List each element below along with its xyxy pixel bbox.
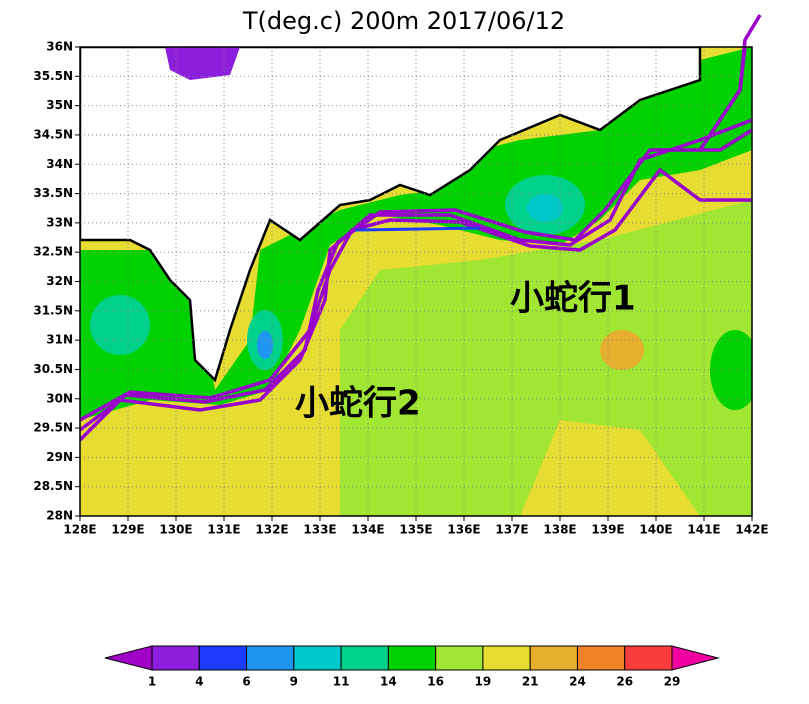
colorbar-segment <box>482 645 531 671</box>
y-tick-label: 30N <box>46 391 73 405</box>
x-tick-label: 132E <box>255 523 288 537</box>
y-tick-label: 29.5N <box>33 421 73 435</box>
annotation: 小蛇行2 <box>295 384 421 424</box>
x-tick-label: 140E <box>639 523 672 537</box>
cold-core <box>527 194 563 222</box>
colorbar-label: 9 <box>290 675 298 689</box>
x-tick-label: 137E <box>495 523 528 537</box>
y-tick-label: 35.5N <box>33 69 73 83</box>
x-tick-label: 142E <box>735 523 768 537</box>
colorbar-segment <box>529 645 578 671</box>
colorbar: 1 4 6 9 11 14 16 19 21 24 26 29 <box>104 645 720 689</box>
colorbar-label: 24 <box>569 675 586 689</box>
colorbar-label: 11 <box>333 675 350 689</box>
colorbar-label: 14 <box>380 675 397 689</box>
cool-eddy <box>710 330 752 410</box>
sea-mid <box>340 200 752 516</box>
colorbar-label: 1 <box>148 675 156 689</box>
x-tick-label: 133E <box>303 523 336 537</box>
plot-frame <box>79 46 753 517</box>
y-tick-label: 28.5N <box>33 479 73 493</box>
colorbar-end <box>671 645 720 671</box>
annotation: 小蛇行1 <box>510 279 636 319</box>
x-tick-label: 128E <box>63 523 96 537</box>
y-tick-label: 31.5N <box>33 303 73 317</box>
y-tick-label: 34.5N <box>33 127 73 141</box>
y-tick-label: 36N <box>46 40 73 54</box>
y-tick-label: 33.5N <box>33 186 73 200</box>
y-tick-label: 29N <box>46 450 73 464</box>
colorbar-segment <box>387 645 437 671</box>
x-tick-label: 141E <box>687 523 720 537</box>
eddy <box>370 290 450 350</box>
y-tick-label: 34N <box>46 157 73 171</box>
colorbar-segment <box>624 645 673 671</box>
x-tick-label: 138E <box>543 523 576 537</box>
cold-eddy <box>90 295 150 355</box>
y-tick-label: 31N <box>46 333 73 347</box>
x-tick-label: 139E <box>591 523 624 537</box>
y-tick-label: 35N <box>46 98 73 112</box>
x-tick-label: 134E <box>351 523 384 537</box>
kuroshio-axis <box>354 226 481 232</box>
colorbar-segment <box>576 645 626 671</box>
warm-eddy <box>600 330 644 370</box>
colorbar-segment <box>151 645 200 671</box>
y-tick-label: 28N <box>46 509 73 523</box>
colorbar-label: 6 <box>242 675 250 689</box>
kuroshio-path-extension <box>698 14 762 151</box>
cold-core <box>257 331 273 359</box>
colorbar-segment <box>340 645 389 671</box>
y-tick-label: 32N <box>46 274 73 288</box>
sea-cool <box>80 47 752 420</box>
grid <box>75 46 753 521</box>
x-tick-label: 131E <box>207 523 240 537</box>
cold-patch <box>165 47 240 80</box>
y-tick-label: 30.5N <box>33 362 73 376</box>
colorbar-label: 16 <box>427 675 444 689</box>
x-tick-label: 129E <box>111 523 144 537</box>
x-tick-label: 136E <box>447 523 480 537</box>
title: T(deg.c) 200m 2017/06/12 <box>242 7 565 35</box>
colorbar-label: 26 <box>616 675 633 689</box>
colorbar-segment <box>435 645 484 671</box>
colorbar-segment <box>198 645 248 671</box>
colorbar-label: 21 <box>522 675 539 689</box>
colorbar-label: 4 <box>195 675 203 689</box>
colorbar-label: 19 <box>475 675 492 689</box>
colorbar-end <box>104 645 153 671</box>
colorbar-segment <box>293 645 342 671</box>
x-tick-label: 135E <box>399 523 432 537</box>
y-tick-label: 33N <box>46 215 73 229</box>
colorbar-label: 29 <box>664 675 681 689</box>
y-tick-label: 32.5N <box>33 245 73 259</box>
colorbar-segment <box>246 645 295 671</box>
x-tick-label: 130E <box>159 523 192 537</box>
